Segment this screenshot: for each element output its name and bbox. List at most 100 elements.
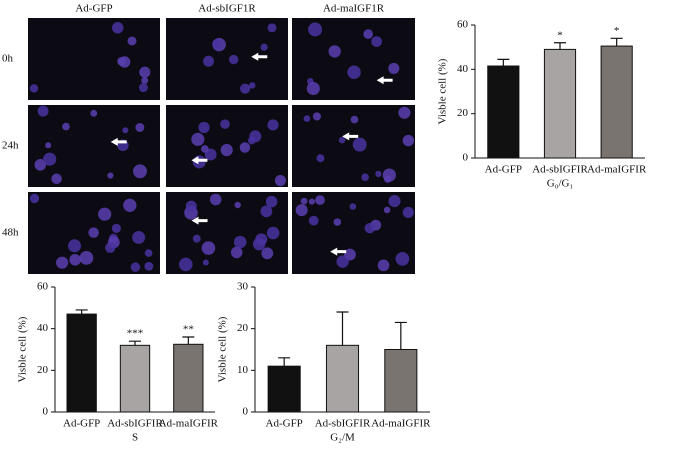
y-tick-label: 40 bbox=[37, 322, 49, 334]
x-axis-label: S bbox=[132, 432, 138, 444]
cell bbox=[192, 234, 201, 243]
micrograph bbox=[166, 192, 288, 274]
cell bbox=[98, 207, 112, 221]
cell bbox=[303, 115, 311, 122]
x-tick-label: Ad-GFP bbox=[266, 418, 303, 430]
bar bbox=[66, 313, 97, 413]
cell bbox=[132, 230, 146, 244]
cell bbox=[266, 226, 280, 240]
cell bbox=[55, 256, 69, 269]
cell bbox=[90, 109, 98, 117]
micrograph bbox=[28, 18, 160, 100]
cell bbox=[29, 193, 40, 204]
cell bbox=[338, 136, 346, 144]
cell bbox=[308, 215, 319, 226]
cell bbox=[395, 252, 410, 266]
cell bbox=[144, 249, 153, 257]
error-bar bbox=[610, 37, 623, 47]
cell bbox=[228, 54, 239, 65]
cell bbox=[398, 106, 411, 119]
y-tick-label: 20 bbox=[457, 107, 469, 119]
cell bbox=[107, 172, 114, 179]
significance-label: ** bbox=[183, 324, 194, 336]
y-axis-label: Visble cell (%) bbox=[437, 58, 449, 124]
significance-label: * bbox=[614, 25, 620, 37]
cell bbox=[274, 175, 286, 187]
cell bbox=[37, 105, 49, 117]
error-bar bbox=[497, 58, 510, 67]
cell bbox=[122, 127, 129, 134]
x-tick-label: Ad-GFP bbox=[485, 164, 522, 176]
cell bbox=[306, 81, 320, 96]
micrograph bbox=[28, 105, 160, 187]
cell bbox=[105, 242, 116, 253]
cell bbox=[267, 23, 277, 33]
bar bbox=[325, 344, 360, 413]
cell bbox=[185, 200, 197, 212]
x-axis-label: G₀/G₁ bbox=[547, 178, 574, 190]
micrograph bbox=[28, 192, 160, 274]
cell bbox=[34, 159, 47, 171]
error-bar bbox=[182, 336, 195, 345]
x-tick-label: Ad-maIGFIR bbox=[371, 418, 431, 430]
column-label: Ad-GFP bbox=[75, 3, 112, 15]
cell bbox=[139, 66, 151, 78]
error-bar bbox=[394, 321, 407, 350]
row-label: 24h bbox=[2, 140, 19, 152]
y-tick-label: 0 bbox=[463, 152, 469, 164]
cell bbox=[212, 39, 222, 49]
error-bar bbox=[336, 311, 349, 346]
cell bbox=[388, 195, 401, 208]
cell bbox=[138, 83, 148, 93]
cell bbox=[203, 55, 215, 67]
micrograph bbox=[292, 18, 415, 100]
cell bbox=[133, 164, 147, 179]
error-bar bbox=[75, 309, 88, 315]
bar bbox=[267, 365, 301, 413]
cell bbox=[209, 193, 222, 206]
cell bbox=[220, 119, 230, 129]
cell bbox=[201, 145, 209, 153]
cell bbox=[43, 152, 57, 166]
cell bbox=[347, 65, 361, 79]
cell bbox=[191, 132, 205, 146]
cell bbox=[127, 36, 137, 46]
cell bbox=[352, 137, 367, 152]
y-tick-label: 60 bbox=[37, 281, 49, 293]
cell bbox=[252, 237, 266, 251]
cell bbox=[377, 259, 390, 272]
cell bbox=[141, 77, 149, 85]
cell bbox=[295, 204, 308, 217]
cell bbox=[248, 82, 256, 89]
x-tick-label: Ad-sbIGFIR bbox=[107, 418, 163, 430]
cell bbox=[202, 259, 209, 266]
cell bbox=[260, 205, 273, 218]
cell bbox=[220, 143, 233, 157]
cell bbox=[29, 84, 39, 93]
column-label: Ad-sbIGF1R bbox=[198, 3, 256, 15]
cell bbox=[45, 142, 52, 149]
cell bbox=[240, 83, 251, 94]
cell bbox=[111, 223, 121, 233]
x-tick-label: Ad-sbIGFIR bbox=[532, 164, 588, 176]
y-tick-label: 20 bbox=[237, 322, 249, 334]
row-label: 48h bbox=[2, 227, 19, 239]
cell bbox=[364, 223, 375, 234]
significance-label: * bbox=[557, 29, 563, 41]
cell bbox=[88, 227, 99, 238]
cell bbox=[68, 239, 82, 253]
micrograph bbox=[292, 192, 415, 274]
y-tick-label: 30 bbox=[237, 281, 249, 293]
arrow bbox=[191, 156, 208, 165]
error-bar bbox=[554, 42, 566, 50]
row-label: 0h bbox=[2, 53, 14, 65]
x-axis-label: G₂/M bbox=[330, 432, 355, 444]
cell bbox=[300, 197, 308, 205]
cell bbox=[308, 198, 315, 205]
cell bbox=[316, 154, 325, 163]
error-bar bbox=[129, 340, 141, 346]
significance-label: *** bbox=[127, 328, 144, 340]
cell bbox=[388, 62, 400, 74]
cell bbox=[375, 170, 382, 178]
cell bbox=[261, 247, 274, 260]
